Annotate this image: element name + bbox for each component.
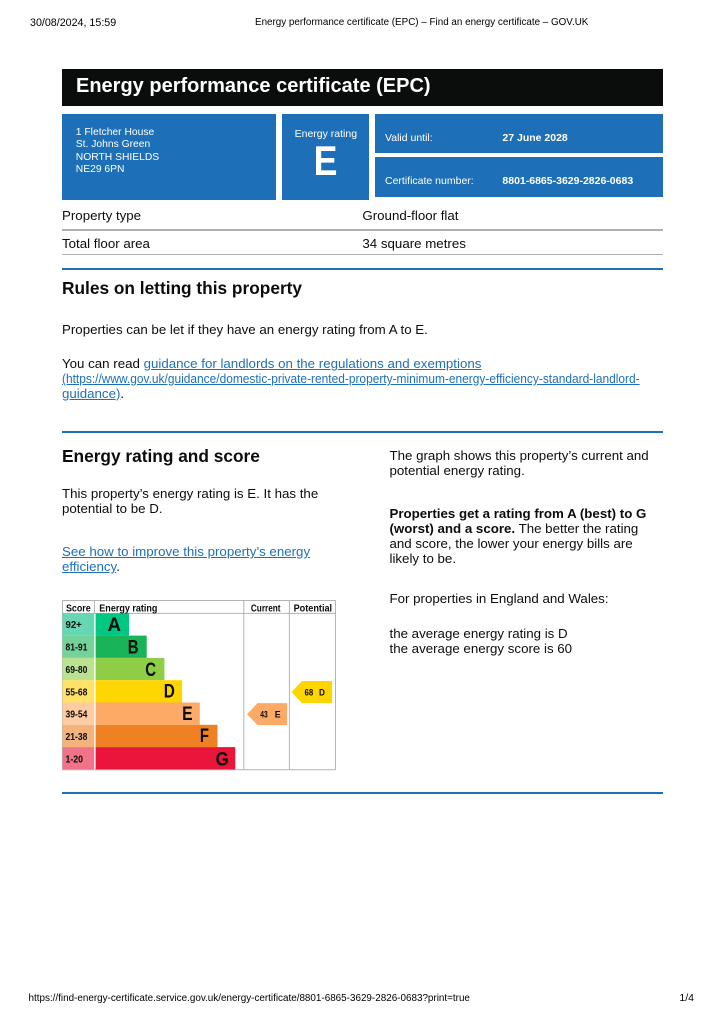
svg-text:D: D (319, 687, 325, 697)
svg-text:G: G (216, 750, 229, 771)
svg-text:F: F (200, 726, 209, 747)
svg-text:43: 43 (260, 709, 268, 719)
svg-text:B: B (128, 638, 139, 659)
svg-text:A: A (108, 615, 122, 636)
svg-text:1-20: 1-20 (66, 754, 84, 765)
svg-text:Score: Score (66, 604, 91, 615)
svg-text:D: D (164, 681, 175, 702)
svg-text:55-68: 55-68 (66, 687, 88, 698)
svg-text:Potential: Potential (294, 604, 333, 615)
svg-text:Current: Current (251, 604, 281, 615)
svg-text:81-91: 81-91 (66, 643, 88, 654)
svg-text:E: E (275, 709, 281, 719)
svg-text:69-80: 69-80 (66, 665, 88, 676)
svg-text:68: 68 (305, 687, 314, 697)
svg-text:E: E (182, 704, 193, 725)
svg-text:21-38: 21-38 (66, 732, 88, 743)
svg-text:Energy rating: Energy rating (99, 604, 157, 615)
svg-text:92+: 92+ (66, 620, 82, 631)
svg-text:C: C (145, 660, 156, 681)
svg-text:39-54: 39-54 (66, 710, 88, 721)
